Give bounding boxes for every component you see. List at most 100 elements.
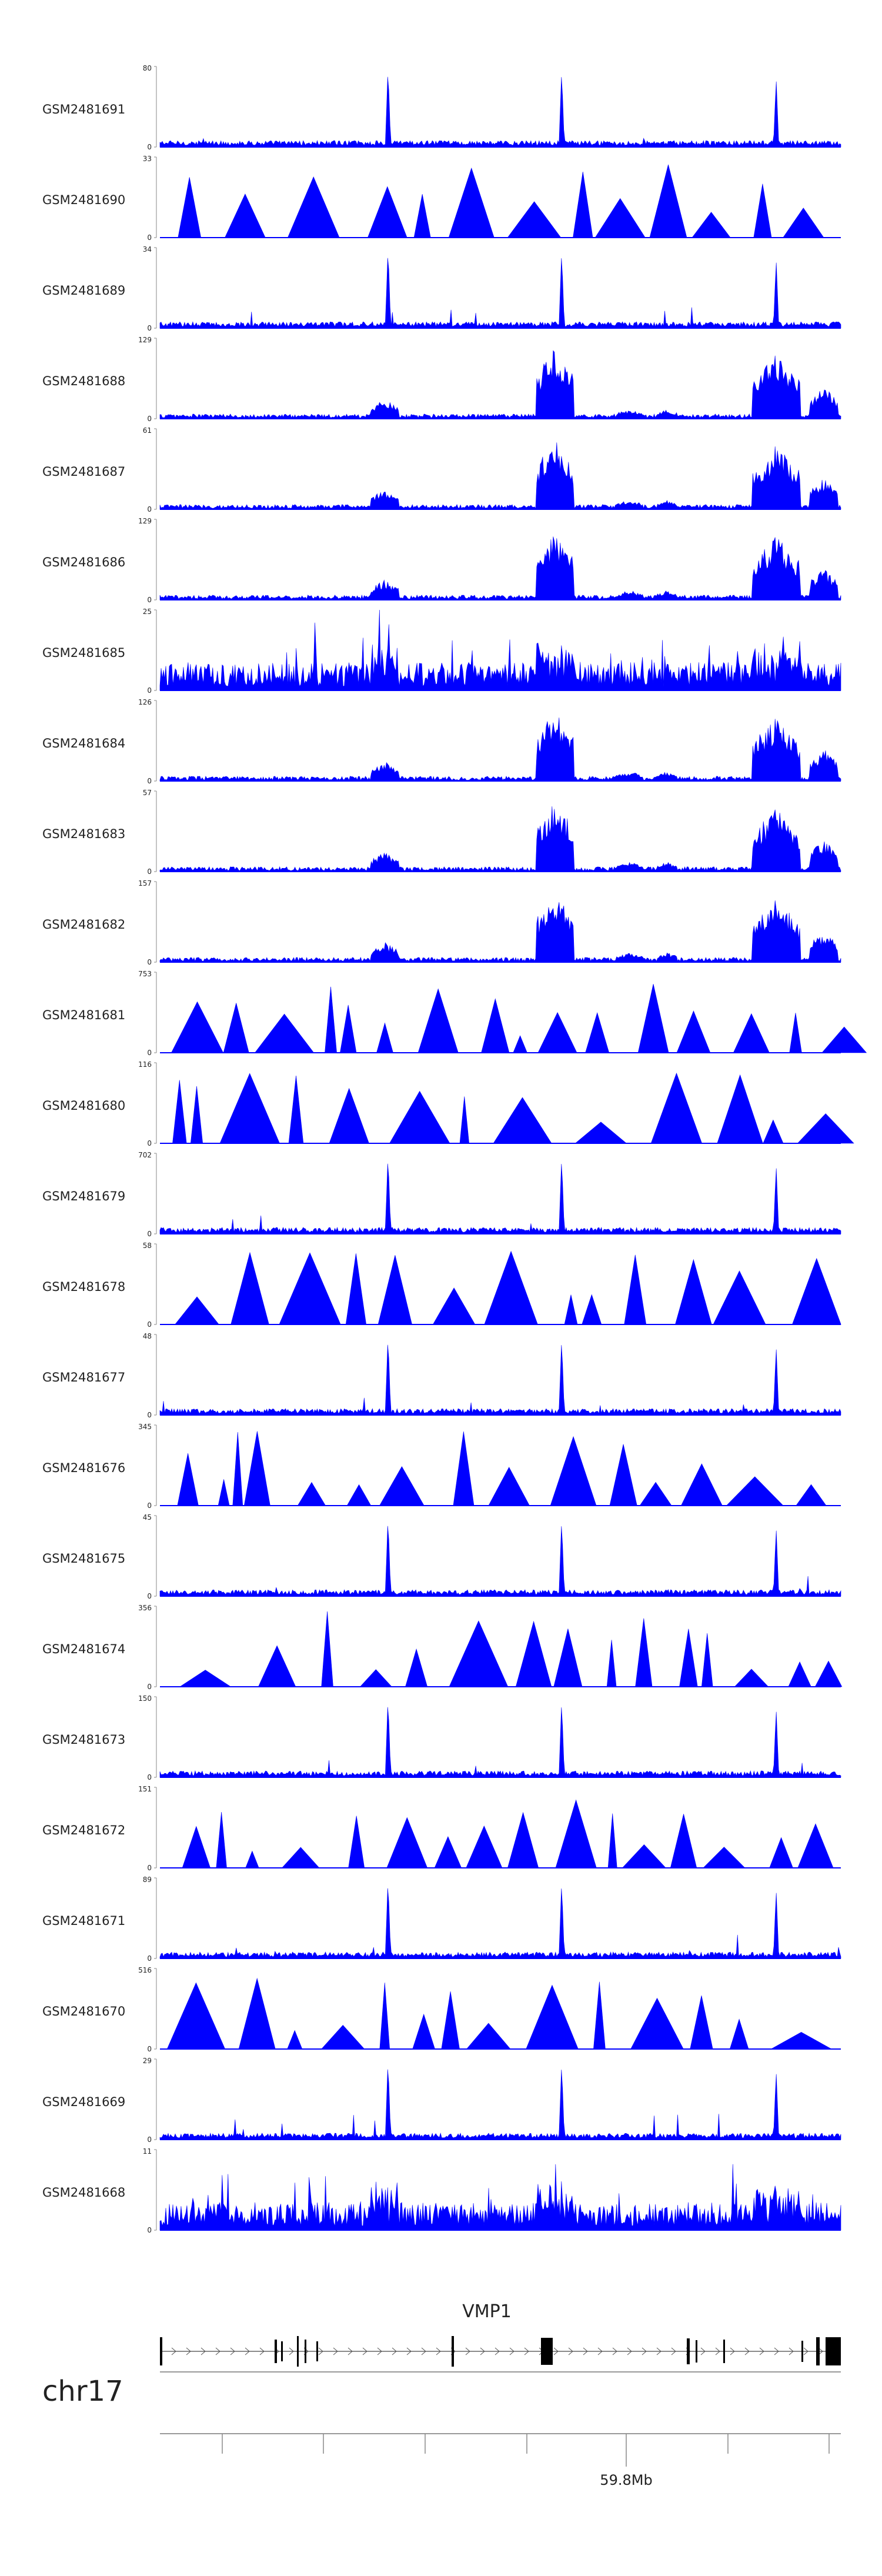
track-label: GSM2481676 <box>42 1461 125 1475</box>
exon <box>816 2337 820 2365</box>
track-GSM2481670: GSM2481670 516 0 <box>42 1966 841 2053</box>
track-label: GSM2481686 <box>42 555 125 569</box>
track-GSM2481682: GSM2481682 157 0 <box>42 879 841 966</box>
track-label: GSM2481685 <box>42 646 125 660</box>
signal-area <box>160 1250 841 1325</box>
track-label: GSM2481690 <box>42 193 125 207</box>
y-max-label: 80 <box>143 64 152 72</box>
track-label: GSM2481688 <box>42 374 125 388</box>
strand-arrow <box>186 2347 191 2355</box>
track-GSM2481688: GSM2481688 129 0 <box>42 336 841 423</box>
position-label: 59.8Mb <box>600 2472 652 2488</box>
exon <box>687 2338 690 2364</box>
track-label: GSM2481669 <box>42 2095 125 2109</box>
signal-area <box>159 2164 841 2231</box>
track-GSM2481671: GSM2481671 89 0 <box>42 1876 841 1963</box>
strand-arrow <box>759 2347 764 2355</box>
strand-arrow <box>583 2347 588 2355</box>
track-GSM2481674: GSM2481674 356 0 <box>42 1604 843 1691</box>
y-max-label: 11 <box>143 2147 152 2155</box>
track-GSM2481691: GSM2481691 80 0 <box>42 64 841 151</box>
y-min-label: 0 <box>147 324 152 332</box>
track-label: GSM2481677 <box>42 1370 125 1384</box>
exon <box>160 2337 162 2365</box>
track-label: GSM2481672 <box>42 1823 125 1837</box>
strand-arrow <box>642 2347 647 2355</box>
y-min-label: 0 <box>147 777 152 785</box>
signal-area <box>160 1977 841 2050</box>
y-max-label: 58 <box>143 1242 152 1250</box>
strand-arrow <box>597 2347 603 2355</box>
signal-area <box>159 1163 841 1234</box>
chromosome-label: chr17 <box>42 2375 123 2408</box>
track-label: GSM2481671 <box>42 1914 125 1928</box>
y-max-label: 29 <box>143 2057 152 2065</box>
strand-arrow <box>436 2347 441 2355</box>
y-min-label: 0 <box>147 1773 152 1781</box>
track-GSM2481673: GSM2481673 150 0 <box>42 1694 841 1781</box>
track-GSM2481677: GSM2481677 48 0 <box>42 1332 841 1419</box>
strand-arrow <box>230 2347 235 2355</box>
track-GSM2481675: GSM2481675 45 0 <box>42 1513 841 1600</box>
track-label: GSM2481673 <box>42 1733 125 1747</box>
strand-arrow <box>671 2347 676 2355</box>
y-min-label: 0 <box>147 505 152 513</box>
strand-arrow <box>818 2347 823 2355</box>
strand-arrow <box>744 2347 750 2355</box>
y-min-label: 0 <box>147 2135 152 2144</box>
y-min-label: 0 <box>147 2045 152 2053</box>
track-label: GSM2481668 <box>42 2185 125 2200</box>
signal-area <box>160 1431 841 1506</box>
track-GSM2481686: GSM2481686 129 0 <box>42 517 841 604</box>
strand-arrow <box>392 2347 397 2355</box>
y-max-label: 129 <box>138 336 152 344</box>
y-min-label: 0 <box>147 686 152 695</box>
strand-arrow <box>480 2347 485 2355</box>
y-max-label: 25 <box>143 608 152 616</box>
track-label: GSM2481675 <box>42 1551 125 1566</box>
strand-arrow <box>201 2347 206 2355</box>
exon <box>801 2341 803 2362</box>
strand-arrow <box>730 2347 735 2355</box>
track-GSM2481687: GSM2481687 61 0 <box>42 426 841 513</box>
track-label: GSM2481687 <box>42 465 125 479</box>
strand-arrow <box>377 2347 382 2355</box>
exon <box>281 2341 283 2361</box>
signal-area <box>159 900 841 963</box>
track-label: GSM2481670 <box>42 2004 125 2018</box>
y-max-label: 61 <box>143 426 152 435</box>
genome-axis: chr17 59.8Mb <box>42 2371 841 2488</box>
exon <box>452 2336 454 2367</box>
track-GSM2481684: GSM2481684 126 0 <box>42 698 841 785</box>
strand-arrow <box>289 2347 294 2355</box>
strand-arrow <box>524 2347 529 2355</box>
strand-arrow <box>509 2347 514 2355</box>
strand-arrow <box>421 2347 426 2355</box>
axis-ticks <box>222 2434 830 2467</box>
signal-area <box>160 164 841 238</box>
y-max-label: 151 <box>138 1785 152 1793</box>
y-max-label: 57 <box>143 789 152 797</box>
y-max-label: 48 <box>143 1332 152 1340</box>
y-max-label: 89 <box>143 1876 152 1884</box>
signal-area <box>159 609 841 691</box>
signal-area <box>160 1799 841 1868</box>
strand-arrow <box>171 2347 176 2355</box>
track-GSM2481676: GSM2481676 345 0 <box>42 1423 841 1510</box>
signal-area <box>159 1526 841 1597</box>
track-label: GSM2481683 <box>42 827 125 841</box>
strand-arrow <box>245 2347 250 2355</box>
track-label: GSM2481689 <box>42 283 125 298</box>
track-GSM2481680: GSM2481680 116 0 <box>42 1060 854 1147</box>
track-label: GSM2481691 <box>42 102 125 116</box>
signal-tracks: GSM2481691800GSM2481690330GSM2481689340G… <box>42 64 867 2234</box>
signal-area <box>159 718 841 782</box>
exon <box>275 2340 277 2363</box>
y-min-label: 0 <box>147 1864 152 1872</box>
y-max-label: 129 <box>138 517 152 525</box>
strand-arrow <box>465 2347 470 2355</box>
y-min-label: 0 <box>147 1049 152 1057</box>
exon <box>316 2341 318 2361</box>
track-GSM2481678: GSM2481678 58 0 <box>42 1242 841 1329</box>
